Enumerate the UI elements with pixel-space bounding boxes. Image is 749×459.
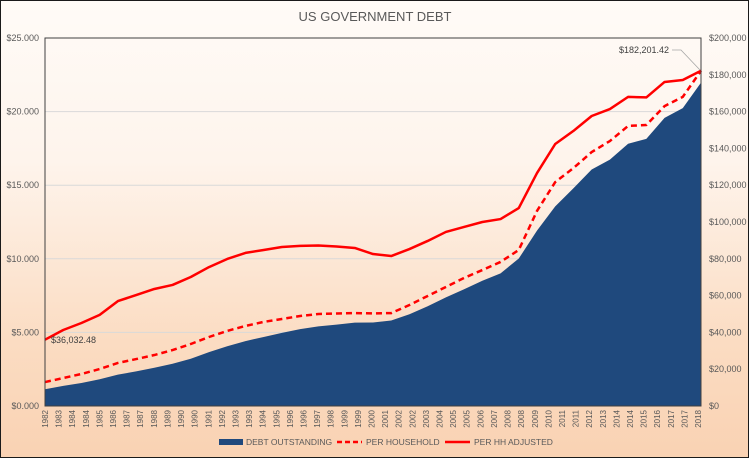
x-tick-label: 2018 bbox=[694, 409, 703, 427]
x-tick-label: 1989 bbox=[163, 409, 172, 427]
x-tick-label: 2008 bbox=[517, 409, 526, 427]
x-tick-label: 1986 bbox=[109, 409, 118, 427]
x-tick-label: 1987 bbox=[123, 409, 132, 427]
debt-area-group bbox=[45, 82, 701, 407]
x-tick-label: 2009 bbox=[531, 409, 540, 427]
right-tick-label: $200,000 bbox=[709, 33, 747, 43]
x-tick-label: 1994 bbox=[259, 409, 268, 427]
x-tick-label: 1984 bbox=[68, 409, 77, 427]
legend-label-per-household: PER HOUSEHOLD bbox=[366, 437, 440, 447]
x-tick-label: 1998 bbox=[327, 409, 336, 427]
x-tick-label: 2005 bbox=[449, 409, 458, 427]
right-tick-label: $140,000 bbox=[709, 143, 747, 153]
x-tick-label: 2004 bbox=[436, 409, 445, 427]
end-annotation: $182,201.42 bbox=[619, 45, 669, 55]
left-tick-label: $10.000 bbox=[6, 254, 39, 264]
x-tick-label: 2015 bbox=[640, 409, 649, 427]
x-tick-label: 2006 bbox=[476, 409, 485, 427]
x-tick-label: 1982 bbox=[41, 409, 50, 427]
x-tick-label: 1993 bbox=[231, 409, 240, 427]
left-tick-label: $5.000 bbox=[11, 327, 39, 337]
x-tick-label: 2013 bbox=[599, 409, 608, 427]
x-tick-label: 2000 bbox=[368, 409, 377, 427]
lines-group bbox=[44, 69, 703, 384]
x-tick-label: 1983 bbox=[55, 409, 64, 427]
x-axis-ticks: 1982 1983 1984 1984 1985 1986 1987 1987 1988 1989… bbox=[41, 409, 703, 427]
x-tick-label: 2002 bbox=[408, 409, 417, 427]
right-tick-label: $180,000 bbox=[709, 70, 747, 80]
x-tick-label: 2016 bbox=[653, 409, 662, 427]
x-tick-label: 1993 bbox=[245, 409, 254, 427]
right-tick-label: $0 bbox=[709, 401, 719, 411]
x-tick-label: 1984 bbox=[82, 409, 91, 427]
x-tick-label: 1999 bbox=[340, 409, 349, 427]
x-tick-label: 2012 bbox=[585, 409, 594, 427]
x-tick-label: 2017 bbox=[680, 409, 689, 427]
left-tick-label: $20.000 bbox=[6, 107, 39, 117]
x-tick-label: 2002 bbox=[395, 409, 404, 427]
chart-title: US GOVERNMENT DEBT bbox=[299, 9, 452, 24]
legend: DEBT OUTSTANDING PER HOUSEHOLD PER HH AD… bbox=[219, 437, 553, 447]
plot-border bbox=[44, 37, 702, 407]
start-annotation: $36,032.48 bbox=[51, 335, 96, 345]
x-tick-label: 2007 bbox=[490, 409, 499, 427]
left-tick-label: $15.000 bbox=[6, 180, 39, 190]
legend-label-per-hh-adjusted: PER HH ADJUSTED bbox=[474, 437, 553, 447]
right-tick-label: $20,000 bbox=[709, 364, 742, 374]
legend-swatch-debt bbox=[219, 439, 243, 445]
right-tick-label: $80,000 bbox=[709, 254, 742, 264]
x-tick-label: 1991 bbox=[204, 409, 213, 427]
x-tick-label: 2008 bbox=[504, 409, 513, 427]
x-tick-label: 1996 bbox=[299, 409, 308, 427]
x-tick-label: 1990 bbox=[191, 409, 200, 427]
x-tick-label: 2014 bbox=[626, 409, 635, 427]
x-tick-label: 2011 bbox=[572, 409, 581, 427]
right-tick-label: $40,000 bbox=[709, 327, 742, 337]
per-household-line bbox=[44, 70, 703, 384]
left-axis-ticks: $0.000 $5.000 $10.000 $15.000 $20.000 $25.000 bbox=[6, 33, 39, 411]
legend-label-debt: DEBT OUTSTANDING bbox=[246, 437, 332, 447]
x-tick-label: 1997 bbox=[313, 409, 322, 427]
x-tick-label: 2003 bbox=[422, 409, 431, 427]
right-tick-label: $60,000 bbox=[709, 291, 742, 301]
x-tick-label: 2010 bbox=[544, 409, 553, 427]
x-tick-label: 2005 bbox=[463, 409, 472, 427]
x-tick-label: 1988 bbox=[150, 409, 159, 427]
right-tick-label: $100,000 bbox=[709, 217, 747, 227]
x-tick-label: 2011 bbox=[558, 409, 567, 427]
right-tick-label: $120,000 bbox=[709, 180, 747, 190]
right-axis-ticks: $0 $20,000 $40,000 $60,000 $80,000 $100,000 $1… bbox=[709, 33, 747, 411]
x-tick-label: 2017 bbox=[667, 409, 676, 427]
x-tick-label: 1992 bbox=[218, 409, 227, 427]
x-tick-label: 1995 bbox=[272, 409, 281, 427]
left-tick-label: $0.000 bbox=[11, 401, 39, 411]
per-hh-adjusted-line bbox=[44, 69, 702, 341]
x-tick-label: 2014 bbox=[612, 409, 621, 427]
x-tick-label: 2001 bbox=[381, 409, 390, 427]
debt-outstanding-area bbox=[45, 82, 701, 407]
end-annotation-leader bbox=[672, 49, 701, 71]
x-tick-label: 1999 bbox=[354, 409, 363, 427]
x-tick-label: 1990 bbox=[177, 409, 186, 427]
x-tick-label: 1985 bbox=[95, 409, 104, 427]
x-tick-label: 1996 bbox=[286, 409, 295, 427]
left-tick-label: $25.000 bbox=[6, 33, 39, 43]
x-tick-label: 1987 bbox=[136, 409, 145, 427]
right-tick-label: $160,000 bbox=[709, 107, 747, 117]
